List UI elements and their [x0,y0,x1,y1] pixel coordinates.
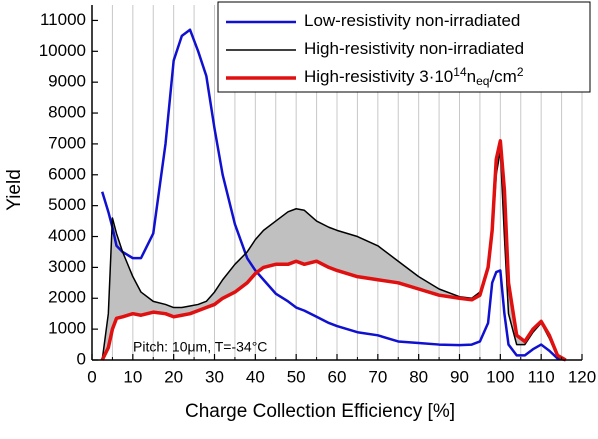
series-line [100,139,567,362]
x-tick-label: 70 [368,367,387,386]
x-tick-label: 10 [123,367,142,386]
y-tick-label: 6000 [48,164,86,183]
legend-label: High-resistivity 3·1014neq/cm2 [304,65,524,89]
x-axis-label: Charge Collection Efficiency [%] [185,401,455,422]
legend-label: Low-resistivity non-irradiated [304,11,520,30]
x-tick-label: 80 [409,367,428,386]
y-tick-label: 10000 [39,41,86,60]
y-tick-label: 2000 [48,288,86,307]
series-line [101,28,566,362]
x-tick-label: 110 [528,367,555,386]
x-tick-label: 90 [450,367,469,386]
x-tick-label: 60 [328,367,347,386]
annotation: Pitch: 10μm, T=-34°C [133,339,267,355]
legend-label-part: High-resistivity 3·10 [304,67,453,86]
legend-label-part: /cm [489,67,516,86]
y-tick-label: 5000 [48,195,86,214]
legend-label: High-resistivity non-irradiated [304,39,524,58]
x-tick-label: 100 [486,367,514,386]
legend-label-part: n [467,67,476,86]
y-tick-label: 1000 [48,319,86,338]
series-line [101,149,566,361]
y-tick-label: 4000 [48,226,86,245]
y-tick-label: 9000 [48,72,86,91]
y-tick-label: 0 [77,349,86,368]
x-tick-label: 40 [246,367,265,386]
y-axis-label: Yield [4,169,25,211]
y-tick-label: 11000 [40,10,86,29]
x-tick-label: 50 [287,367,306,386]
x-tick-label: 120 [568,367,596,386]
x-tick-label: 30 [205,367,224,386]
y-tick-label: 8000 [48,103,86,122]
legend-label-part: High-resistivity non-irradiated [304,39,524,58]
legend-label-part: eq [476,74,489,88]
legend-label-part: 2 [517,65,524,79]
y-tick-label: 3000 [48,257,86,276]
y-tick-label: 7000 [48,133,86,152]
x-tick-label: 0 [87,367,96,386]
x-tick-label: 20 [164,367,183,386]
legend-label-part: 14 [453,65,467,79]
fill-between [102,140,566,360]
legend-label-part: Low-resistivity non-irradiated [304,11,520,30]
